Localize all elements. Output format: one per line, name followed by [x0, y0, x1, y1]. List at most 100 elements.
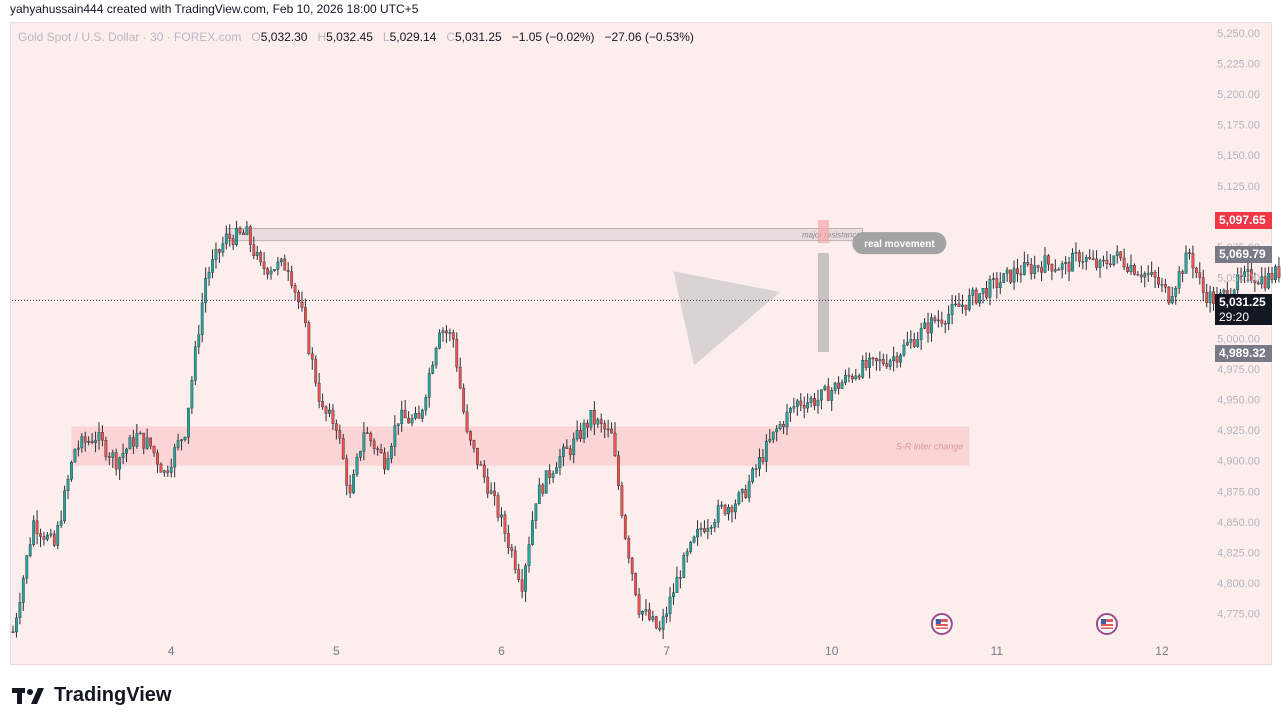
- candle-body: [190, 380, 194, 409]
- candle-body: [868, 357, 871, 368]
- candle-body: [544, 470, 548, 494]
- candle-body: [193, 346, 197, 381]
- candle-body: [1077, 252, 1081, 262]
- y-tick-label: 5,050.00: [1217, 272, 1260, 284]
- candle-body: [94, 439, 97, 444]
- candle-body: [775, 428, 779, 433]
- candle-body: [1201, 277, 1205, 293]
- candle-body: [131, 437, 135, 447]
- candle-body: [1212, 291, 1215, 304]
- candle-body: [651, 616, 655, 620]
- y-tick-label: 5,000.00: [1217, 334, 1260, 346]
- candle-body: [407, 417, 410, 424]
- candle-body: [1174, 287, 1178, 297]
- candle-body: [390, 446, 393, 459]
- candle-body: [875, 358, 878, 362]
- candle-body: [162, 470, 166, 473]
- last-price-value: 5,031.25: [1219, 295, 1266, 309]
- candle-body: [1256, 282, 1260, 285]
- candle-body: [458, 366, 462, 389]
- candle-body: [441, 330, 445, 334]
- candle-body: [737, 492, 741, 505]
- candle-body: [933, 317, 937, 322]
- candle-body: [912, 339, 916, 347]
- candle-body: [1081, 261, 1085, 263]
- candle-body: [297, 292, 300, 303]
- candle-body: [1115, 251, 1119, 256]
- y-tick-label: 4,775.00: [1217, 608, 1260, 620]
- candle-body: [70, 461, 73, 480]
- candle-body: [926, 322, 930, 334]
- candle-body: [1277, 266, 1281, 278]
- candle-body: [1239, 274, 1243, 278]
- candle-body: [820, 389, 823, 401]
- candle-body: [506, 533, 510, 549]
- candle-body: [1270, 273, 1274, 281]
- candle-body: [1036, 265, 1040, 268]
- candle-body: [156, 452, 159, 465]
- candle-body: [1098, 260, 1102, 268]
- candle-body: [833, 382, 837, 391]
- candle-body: [778, 424, 782, 429]
- candle-body: [854, 375, 858, 380]
- candle-body: [66, 479, 70, 491]
- candle-body: [579, 430, 583, 439]
- candle-body: [1033, 265, 1037, 274]
- candle-body: [916, 339, 920, 347]
- candle-body: [63, 490, 67, 522]
- candle-body: [111, 452, 115, 458]
- candle-body: [118, 457, 122, 470]
- candle-body: [73, 449, 77, 463]
- candle-body: [87, 440, 91, 443]
- candle-body: [1074, 252, 1078, 254]
- candle-body: [1157, 277, 1160, 285]
- legend-symbol: Gold Spot / U.S. Dollar · 30 · FOREX.com: [18, 30, 242, 44]
- candle-body: [266, 268, 269, 275]
- price-badge-upper: 5,069.79: [1215, 246, 1272, 263]
- candle-body: [696, 528, 699, 538]
- candle-body: [1267, 273, 1271, 289]
- candle-body: [531, 520, 534, 545]
- candle-body: [830, 390, 834, 401]
- candle-body: [410, 417, 414, 424]
- candle-body: [795, 400, 799, 407]
- candle-body: [1105, 259, 1109, 265]
- candle-body: [1167, 287, 1171, 304]
- candle-body: [448, 332, 452, 334]
- price-badge-lower: 4,989.32: [1215, 345, 1272, 362]
- candle-body: [80, 436, 84, 449]
- chart-legend: Gold Spot / U.S. Dollar · 30 · FOREX.com…: [18, 30, 694, 44]
- candle-body: [1205, 292, 1209, 303]
- legend-open: 5,032.30: [260, 30, 308, 44]
- candle-body: [534, 503, 538, 521]
- candle-body: [152, 445, 156, 454]
- candle-body: [393, 425, 397, 447]
- sr-zone: [71, 426, 970, 466]
- tradingview-logo[interactable]: TradingView: [12, 684, 171, 707]
- candle-body: [28, 544, 32, 556]
- candle-body: [537, 484, 541, 504]
- candle-body: [338, 430, 342, 439]
- candle-body: [1274, 266, 1277, 281]
- chart-area[interactable]: [10, 22, 1272, 665]
- candle-body: [974, 289, 978, 304]
- candle-body: [1170, 296, 1174, 304]
- y-tick-label: 4,975.00: [1217, 364, 1260, 376]
- candle-body: [383, 452, 386, 470]
- axis-layer: 5,250.00 5,225.00 5,200.00 5,175.00 5,150.00…: [168, 28, 1260, 658]
- legend-high: 5,032.45: [326, 30, 373, 44]
- y-tick-label: 5,150.00: [1217, 150, 1260, 162]
- us-flag-event-icon: [1095, 613, 1118, 635]
- candle-body: [785, 412, 789, 428]
- candle-body: [217, 249, 221, 253]
- y-tick-label: 5,250.00: [1217, 28, 1260, 40]
- candle-body: [369, 433, 373, 442]
- candle-body: [314, 358, 318, 384]
- candle-body: [967, 295, 971, 310]
- candle-body: [259, 252, 263, 263]
- candle-body: [630, 557, 634, 574]
- candle-body: [496, 495, 500, 518]
- candle-body: [341, 438, 345, 460]
- x-tick-label: 4: [168, 644, 175, 658]
